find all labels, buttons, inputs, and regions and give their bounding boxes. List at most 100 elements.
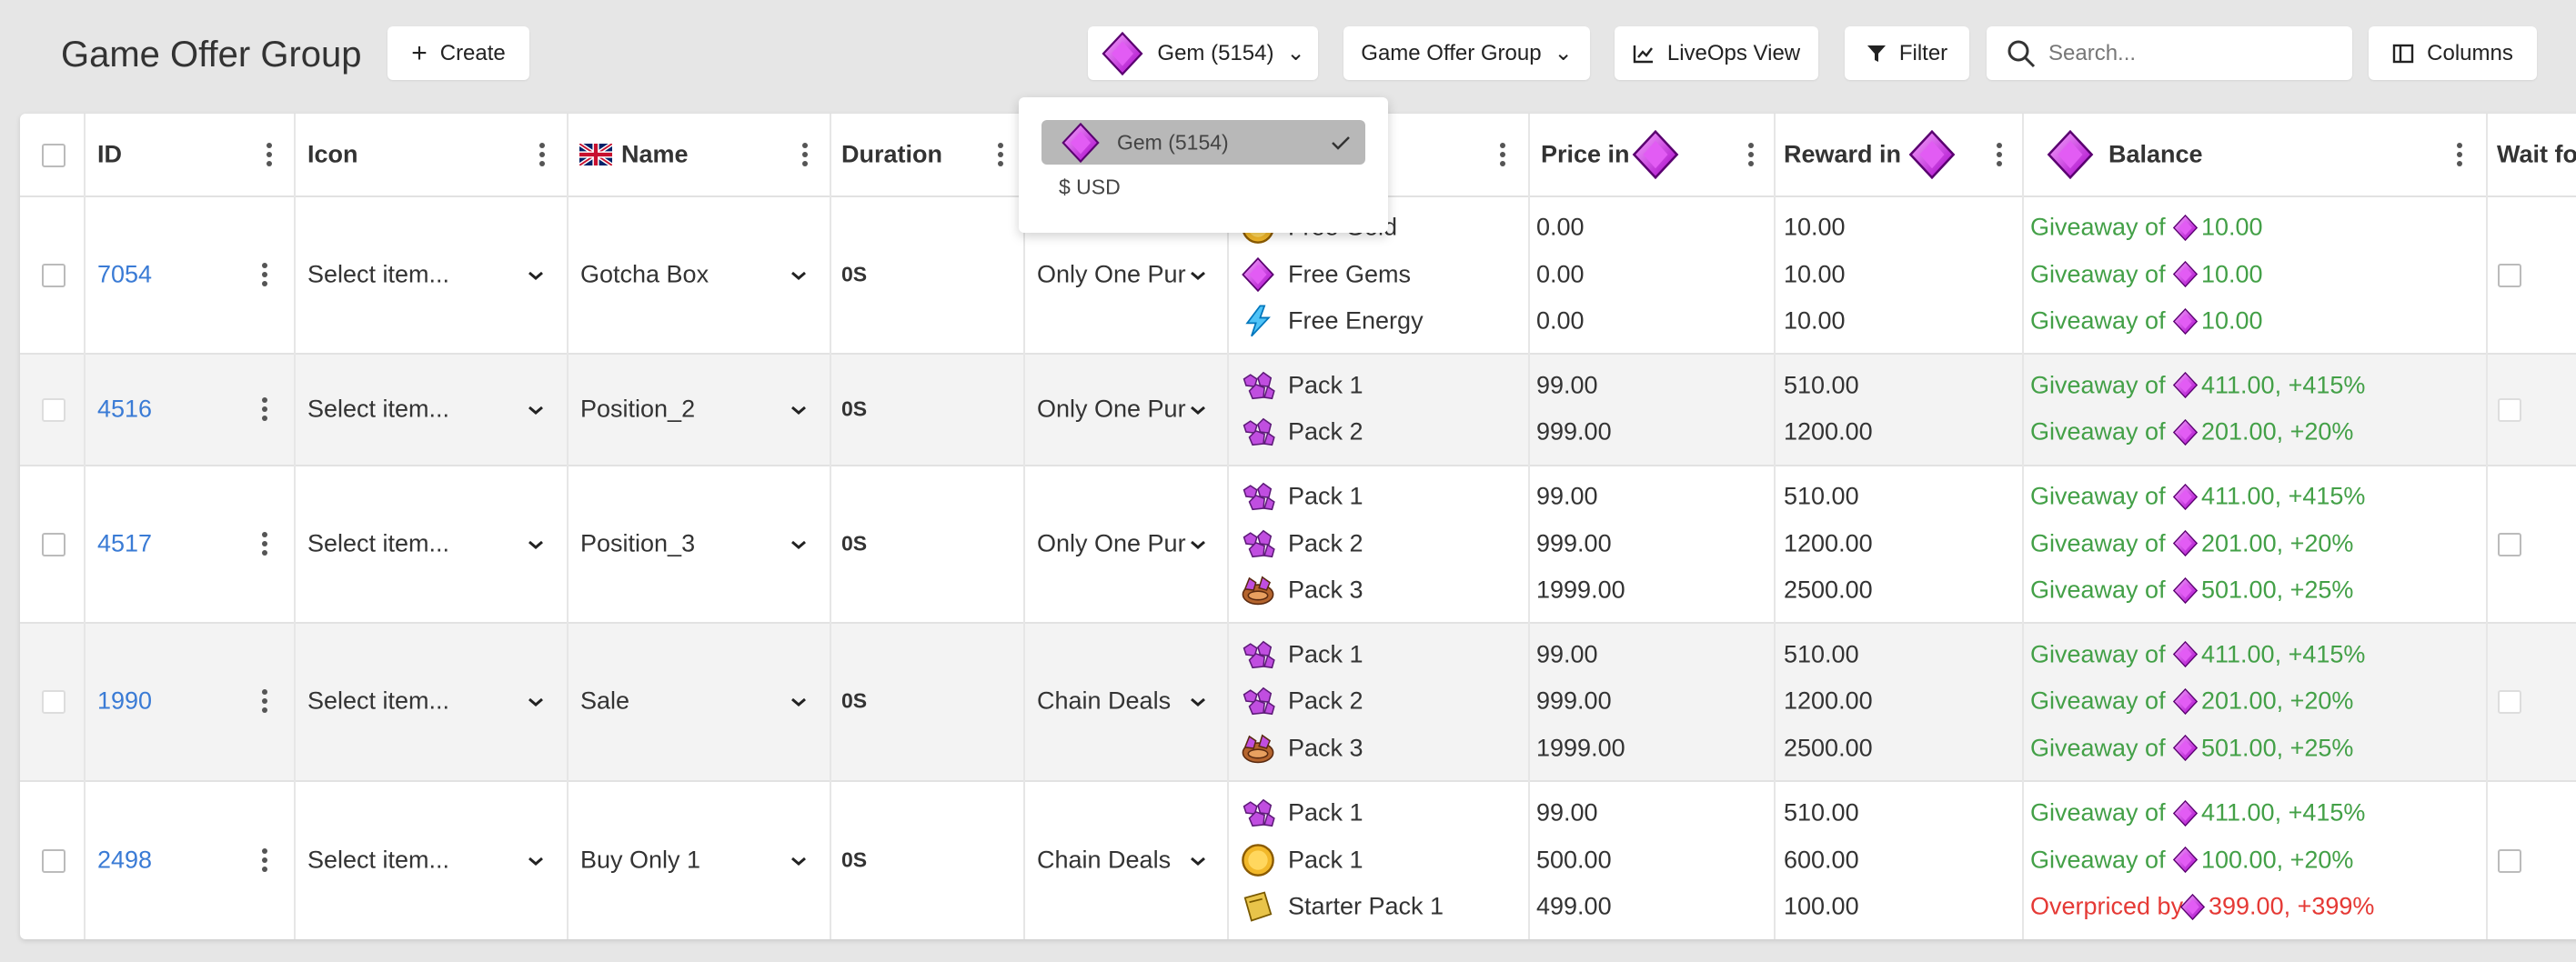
chevron[interactable] xyxy=(528,855,544,866)
offer-type[interactable]: Only One Pur xyxy=(1037,395,1186,422)
checkbox[interactable] xyxy=(42,144,65,167)
offer-id[interactable]: 4516 xyxy=(97,395,153,422)
column-menu[interactable] xyxy=(1747,142,1755,167)
currency-button[interactable]: Gem (5154) ⌄ xyxy=(1088,26,1318,80)
balance-label: Giveaway of xyxy=(2030,306,2166,335)
liveops-label: LiveOps View xyxy=(1666,40,1801,65)
item-reward: 100.00 xyxy=(1784,892,1859,920)
create-button[interactable]: + Create xyxy=(387,26,529,80)
dropdown-option-selected[interactable]: Gem (5154) xyxy=(1041,120,1365,165)
offer-type[interactable]: Chain Deals xyxy=(1037,686,1172,715)
gem-icon xyxy=(2172,372,2199,399)
column-menu[interactable] xyxy=(1499,142,1506,167)
duration: 0S xyxy=(841,396,868,420)
chevron[interactable] xyxy=(790,404,807,415)
checkbox[interactable] xyxy=(2498,848,2521,873)
checkbox[interactable] xyxy=(2498,532,2521,556)
item-price: 99.00 xyxy=(1536,371,1598,399)
column-divider xyxy=(2022,114,2024,939)
column-menu[interactable] xyxy=(266,142,273,167)
item-reward: 510.00 xyxy=(1784,798,1859,827)
row-divider xyxy=(20,622,2576,624)
icon-select[interactable]: Select item... xyxy=(307,529,450,556)
icon-select[interactable]: Select item... xyxy=(307,395,450,422)
balance-amount: 411.00, +415% xyxy=(2201,482,2366,510)
column-menu[interactable] xyxy=(801,142,809,167)
icon-select[interactable]: Select item... xyxy=(307,686,450,715)
column-menu[interactable] xyxy=(261,847,268,873)
item-icon xyxy=(1241,415,1275,449)
offer-type[interactable]: Only One Pur xyxy=(1037,529,1186,556)
columns-button[interactable]: Columns xyxy=(2369,26,2537,80)
balance-amount: 100.00, +20% xyxy=(2201,846,2354,873)
chevron[interactable] xyxy=(1190,538,1206,549)
item-icon xyxy=(1241,479,1275,514)
column-header: Balance xyxy=(2108,140,2203,168)
offer-id[interactable]: 2498 xyxy=(97,846,153,873)
offer-id[interactable]: 1990 xyxy=(97,686,153,715)
chevron[interactable] xyxy=(790,855,807,866)
checkbox[interactable] xyxy=(42,397,65,422)
liveops-button[interactable]: LiveOps View xyxy=(1615,26,1818,80)
chevron[interactable] xyxy=(1190,404,1206,415)
chevron[interactable] xyxy=(1190,855,1206,866)
item-price: 999.00 xyxy=(1536,417,1612,446)
chevron[interactable] xyxy=(528,538,544,549)
column-menu[interactable] xyxy=(261,531,268,556)
chevron[interactable] xyxy=(790,696,807,706)
column-menu[interactable] xyxy=(261,688,268,714)
chevron[interactable] xyxy=(528,696,544,706)
checkbox[interactable] xyxy=(42,263,65,287)
filter-label: Filter xyxy=(1898,40,1948,65)
row-divider xyxy=(20,465,2576,466)
item-icon xyxy=(1241,304,1275,338)
balance-amount: 411.00, +415% xyxy=(2201,371,2366,399)
offer-type[interactable]: Chain Deals xyxy=(1037,846,1172,873)
search-box[interactable]: Search... xyxy=(1987,26,2352,80)
item-reward: 10.00 xyxy=(1784,260,1846,287)
icon-select[interactable]: Select item... xyxy=(307,846,450,873)
filter-button[interactable]: Filter xyxy=(1845,26,1969,80)
column-menu[interactable] xyxy=(538,142,546,167)
offer-id[interactable]: 7054 xyxy=(97,260,153,287)
offer-type[interactable]: Only One Pur xyxy=(1037,260,1186,287)
chevron[interactable] xyxy=(1190,696,1206,706)
balance-label: Overpriced by xyxy=(2030,892,2184,920)
gem-icon xyxy=(2172,687,2199,715)
chevron[interactable] xyxy=(790,269,807,280)
column-menu[interactable] xyxy=(997,142,1004,167)
group-button[interactable]: Game Offer Group ⌄ xyxy=(1343,26,1590,80)
checkbox[interactable] xyxy=(42,690,65,714)
chevron[interactable] xyxy=(1190,269,1206,280)
checkbox[interactable] xyxy=(2498,690,2521,714)
chevron[interactable] xyxy=(528,404,544,415)
chevron[interactable] xyxy=(790,538,807,549)
checkbox[interactable] xyxy=(42,848,65,873)
column-menu[interactable] xyxy=(1996,142,2003,167)
checkbox[interactable] xyxy=(2498,397,2521,422)
item-reward: 10.00 xyxy=(1784,213,1846,241)
offer-name[interactable]: Position_3 xyxy=(580,529,696,556)
balance-amount: 10.00 xyxy=(2201,306,2263,335)
checkbox[interactable] xyxy=(2498,263,2521,287)
offer-name[interactable]: Position_2 xyxy=(580,395,696,422)
offer-id[interactable]: 4517 xyxy=(97,529,153,556)
gem-icon xyxy=(2172,846,2199,874)
dropdown-option[interactable]: $ USD xyxy=(1059,175,1121,199)
balance-amount: 411.00, +415% xyxy=(2201,640,2366,667)
checkbox[interactable] xyxy=(42,532,65,556)
offer-name[interactable]: Gotcha Box xyxy=(580,260,709,287)
balance-label: Giveaway of xyxy=(2030,213,2166,241)
chevron[interactable] xyxy=(528,269,544,280)
icon-select[interactable]: Select item... xyxy=(307,260,450,287)
balance-amount: 399.00, +399% xyxy=(2209,892,2375,920)
gem-icon xyxy=(1631,129,1680,180)
balance-label: Giveaway of xyxy=(2030,640,2166,667)
column-menu[interactable] xyxy=(261,262,268,287)
column-menu[interactable] xyxy=(261,396,268,422)
column-menu[interactable] xyxy=(2456,142,2463,167)
offer-name[interactable]: Sale xyxy=(580,686,630,715)
balance-label: Giveaway of xyxy=(2030,260,2166,287)
gem-icon xyxy=(1061,122,1101,163)
offer-name[interactable]: Buy Only 1 xyxy=(580,846,701,873)
